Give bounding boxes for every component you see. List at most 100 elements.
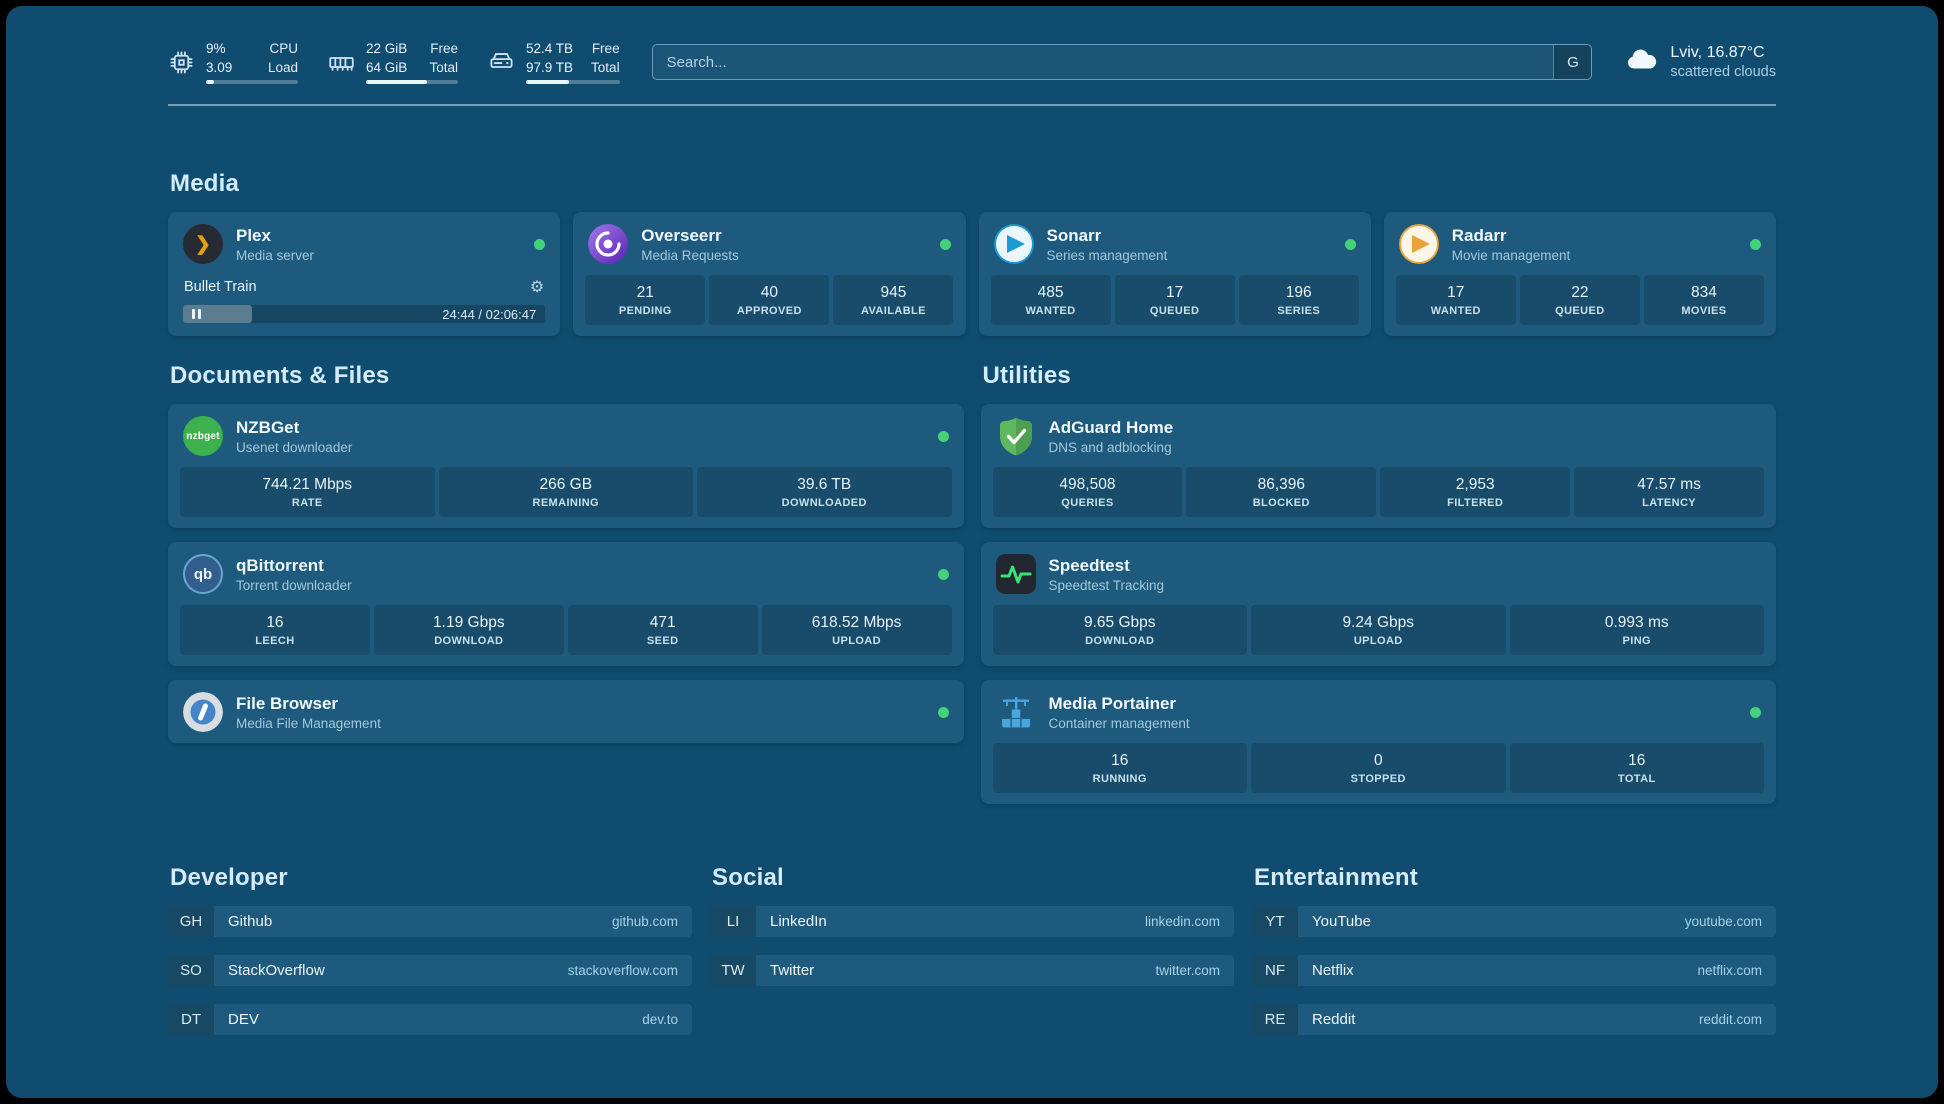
memory-free-value: 22 GiB [366, 41, 408, 56]
service-subtitle: Torrent downloader [236, 577, 352, 593]
status-dot [937, 568, 949, 580]
bookmark-abbr: YT [1252, 906, 1298, 938]
disk-progress-bar [526, 80, 620, 85]
service-card-sonarr[interactable]: Sonarr Series management 485 WANTED 17 QUE… [978, 212, 1371, 337]
stat-total: 16 TOTAL [1509, 743, 1764, 794]
service-card-plex[interactable]: ❯ Plex Media server Bullet Train ⚙ [168, 212, 561, 337]
cpu-usage-label: CPU [269, 41, 298, 56]
service-card-adguard[interactable]: AdGuard Home DNS and adblocking 498,508 Q… [980, 404, 1776, 529]
bookmark-abbr: SO [168, 955, 214, 987]
service-card-qbittorrent[interactable]: qb qBittorrent Torrent downloader 16 LEEC… [168, 542, 964, 667]
adguard-icon [996, 416, 1036, 456]
section-title-social: Social [712, 864, 784, 892]
status-dot [1750, 238, 1761, 250]
search-input[interactable] [652, 45, 1554, 80]
disk-widget: 52.4 TB Free 97.9 TB Total [488, 40, 620, 85]
cloud-icon [1624, 43, 1658, 82]
service-card-nzbget[interactable]: nzbget NZBGet Usenet downloader 744.21 M… [168, 404, 964, 529]
memory-progress-bar [366, 80, 458, 85]
status-dot [1750, 706, 1761, 718]
bookmark-name: YouTube [1312, 913, 1371, 931]
service-subtitle: Movie management [1451, 247, 1571, 263]
service-name: Plex [236, 225, 271, 245]
service-card-portainer[interactable]: Media Portainer Container management 16 R… [980, 680, 1776, 805]
bookmark-abbr: DT [168, 1004, 214, 1036]
service-name: Overseerr [641, 225, 722, 245]
cpu-progress-bar [206, 80, 298, 85]
bookmark-name: LinkedIn [770, 913, 827, 931]
overseerr-icon [588, 224, 629, 265]
now-playing-title: Bullet Train [184, 279, 257, 296]
service-name: File Browser [236, 693, 339, 713]
bookmark-domain: twitter.com [1155, 963, 1220, 979]
stat-leech: 16 LEECH [180, 605, 370, 656]
bookmark-youtube[interactable]: YT YouTube youtube.com [1252, 906, 1776, 938]
bookmark-domain: github.com [611, 914, 678, 930]
memory-free-label: Free [430, 41, 458, 56]
bookmark-domain: stackoverflow.com [567, 963, 678, 979]
bookmark-domain: linkedin.com [1144, 914, 1220, 930]
service-name: AdGuard Home [1048, 417, 1174, 437]
portainer-icon [996, 692, 1036, 732]
stat-queued: 22 QUEUED [1519, 275, 1640, 326]
bookmark-name: Netflix [1312, 962, 1354, 980]
cpu-load-label: Load [267, 59, 298, 75]
stat-upload: 618.52 Mbps UPLOAD [761, 605, 952, 656]
search-provider-button[interactable]: G [1553, 45, 1592, 80]
stat-queries: 498,508 QUERIES [992, 467, 1183, 518]
cpu-widget: 9% CPU 3.09 Load [168, 40, 298, 85]
section-title-developer: Developer [170, 864, 288, 892]
bookmark-domain: netflix.com [1697, 963, 1762, 979]
cpu-usage-value: 9% [206, 41, 226, 56]
dashboard: 9% CPU 3.09 Load 22 GiB Free 64 G [6, 6, 1938, 1098]
disk-total-label: Total [591, 59, 620, 75]
stat-running: 16 RUNNING [992, 743, 1247, 794]
service-card-speedtest[interactable]: Speedtest Speedtest Tracking 9.65 Gbps DO… [980, 542, 1776, 667]
weather-condition: scattered clouds [1670, 64, 1776, 81]
service-card-filebrowser[interactable]: File Browser Media File Management [168, 680, 964, 744]
service-subtitle: Media Requests [641, 247, 739, 263]
section-title-entertainment: Entertainment [1254, 864, 1418, 892]
bookmark-name: DEV [228, 1011, 259, 1029]
bookmark-reddit[interactable]: RE Reddit reddit.com [1252, 1004, 1776, 1036]
weather-widget: Lviv, 16.87°C scattered clouds [1624, 43, 1776, 82]
bookmark-name: Twitter [770, 962, 815, 980]
stat-pending: 21 PENDING [585, 275, 706, 326]
settings-gear-icon[interactable]: ⚙ [529, 279, 545, 297]
bookmark-netflix[interactable]: NF Netflix netflix.com [1252, 955, 1776, 987]
bookmark-github[interactable]: GH Github github.com [168, 906, 692, 938]
service-card-overseerr[interactable]: Overseerr Media Requests 21 PENDING 40 APP… [573, 212, 966, 337]
disk-icon [488, 49, 515, 76]
bookmark-name: StackOverflow [228, 962, 325, 980]
bookmark-linkedin[interactable]: LI LinkedIn linkedin.com [710, 906, 1234, 938]
memory-total-label: Total [429, 59, 458, 75]
disk-total-value: 97.9 TB [526, 59, 574, 75]
search-bar: G [651, 44, 1593, 81]
bookmark-twitter[interactable]: TW Twitter twitter.com [710, 955, 1234, 987]
stat-available: 945 AVAILABLE [833, 275, 954, 326]
service-card-radarr[interactable]: Radarr Movie management 17 WANTED 22 QUEUE… [1383, 212, 1776, 337]
stat-movies: 834 MOVIES [1643, 275, 1764, 326]
plex-now-playing: Bullet Train ⚙ 24:44 / 02:06:47 [168, 277, 560, 336]
section-title-documents: Documents & Files [170, 362, 390, 390]
memory-total-value: 64 GiB [366, 59, 408, 75]
stat-downloaded: 39.6 TB DOWNLOADED [697, 467, 952, 518]
memory-icon [328, 49, 355, 76]
stat-queued: 17 QUEUED [1114, 275, 1235, 326]
stat-ping: 0.993 ms PING [1509, 605, 1764, 656]
stat-series: 196 SERIES [1238, 275, 1359, 326]
bookmark-abbr: LI [710, 906, 756, 938]
sonarr-icon [993, 224, 1034, 265]
bookmark-group-developer: Developer GH Github github.com SO StackO… [168, 864, 692, 1036]
stat-blocked: 86,396 BLOCKED [1186, 467, 1377, 518]
service-name: Sonarr [1046, 225, 1102, 245]
status-dot [1344, 238, 1356, 250]
bookmark-dev[interactable]: DT DEV dev.to [168, 1004, 692, 1036]
stat-filtered: 2,953 FILTERED [1380, 467, 1571, 518]
service-subtitle: Media File Management [236, 715, 381, 731]
bookmark-abbr: GH [168, 906, 214, 938]
bookmark-stackoverflow[interactable]: SO StackOverflow stackoverflow.com [168, 955, 692, 987]
section-title-utilities: Utilities [982, 362, 1071, 390]
stat-wanted: 17 WANTED [1395, 275, 1516, 326]
service-subtitle: Usenet downloader [236, 439, 353, 455]
